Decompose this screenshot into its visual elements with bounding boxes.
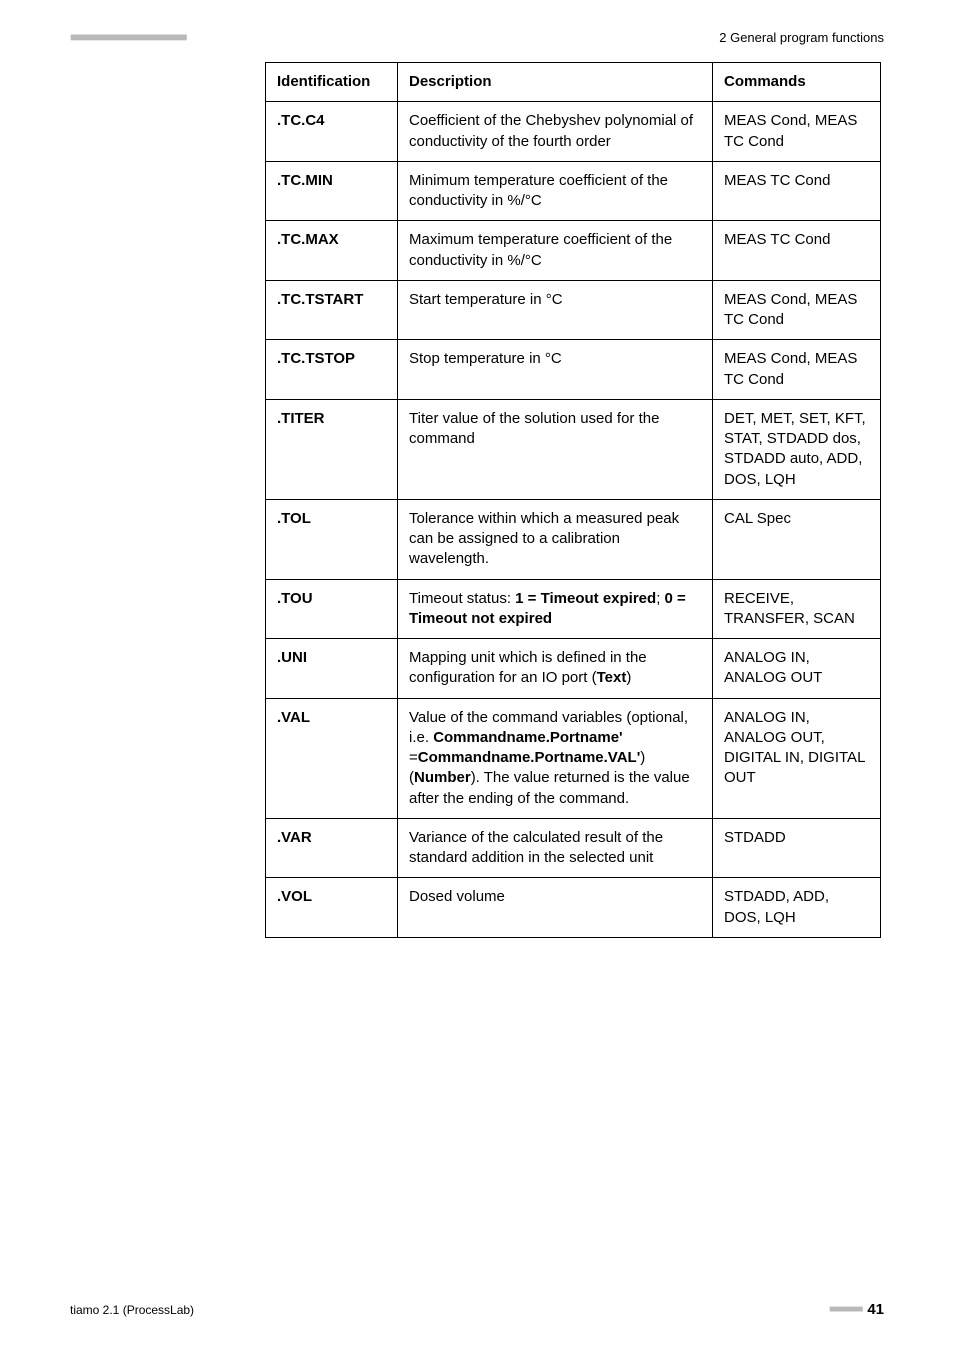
page-number: 41: [867, 1301, 884, 1318]
table-row: .VOLDosed volumeSTDADD, ADD, DOS, LQH: [266, 878, 881, 938]
cell-identification: .TC.TSTART: [266, 280, 398, 340]
table-row: .TC.TSTOPStop temperature in °CMEAS Cond…: [266, 340, 881, 400]
page: ■■■■■■■■■■■■■■■■■■■■■■ 2 General program…: [0, 0, 954, 1350]
cell-description: Timeout status: 1 = Timeout expired; 0 =…: [398, 579, 713, 639]
cell-identification: .VOL: [266, 878, 398, 938]
table-row: .UNIMapping unit which is defined in the…: [266, 639, 881, 699]
table-header-row: Identification Description Commands: [266, 63, 881, 102]
cell-commands: MEAS Cond, MEAS TC Cond: [713, 102, 881, 162]
cell-description: Stop temperature in °C: [398, 340, 713, 400]
table-row: .TC.TSTARTStart temperature in °CMEAS Co…: [266, 280, 881, 340]
cell-commands: STDADD, ADD, DOS, LQH: [713, 878, 881, 938]
table-row: .TC.MAXMaximum temperature coefficient o…: [266, 221, 881, 281]
cell-commands: STDADD: [713, 818, 881, 878]
cell-identification: .TOL: [266, 499, 398, 579]
cell-description: Tolerance within which a measured peak c…: [398, 499, 713, 579]
cell-commands: RECEIVE, TRANSFER, SCAN: [713, 579, 881, 639]
cell-commands: ANALOG IN, ANALOG OUT: [713, 639, 881, 699]
header-section-title: 2 General program functions: [719, 30, 884, 45]
table-row: .TC.MINMinimum temperature coefficient o…: [266, 161, 881, 221]
footer-dots: ■■■■■■■■: [829, 1304, 861, 1315]
table-row: .VARVariance of the calculated result of…: [266, 818, 881, 878]
table-row: .TOUTimeout status: 1 = Timeout expired;…: [266, 579, 881, 639]
cell-description: Mapping unit which is defined in the con…: [398, 639, 713, 699]
footer: tiamo 2.1 (ProcessLab) ■■■■■■■■ 41: [70, 1301, 884, 1318]
col-header-description: Description: [398, 63, 713, 102]
cell-description: Start temperature in °C: [398, 280, 713, 340]
cell-identification: .VAL: [266, 698, 398, 818]
table-wrap: Identification Description Commands .TC.…: [265, 62, 884, 938]
cell-commands: DET, MET, SET, KFT, STAT, STDADD dos, ST…: [713, 399, 881, 499]
cell-identification: .TOU: [266, 579, 398, 639]
footer-right: ■■■■■■■■ 41: [829, 1301, 884, 1318]
cell-commands: ANALOG IN, ANALOG OUT, DIGITAL IN, DIGIT…: [713, 698, 881, 818]
cell-description: Dosed volume: [398, 878, 713, 938]
cell-identification: .UNI: [266, 639, 398, 699]
cell-description: Coefficient of the Chebyshev polynomial …: [398, 102, 713, 162]
table-row: .VALValue of the command variables (opti…: [266, 698, 881, 818]
table-row: .TOLTolerance within which a measured pe…: [266, 499, 881, 579]
col-header-identification: Identification: [266, 63, 398, 102]
cell-commands: MEAS TC Cond: [713, 161, 881, 221]
cell-commands: MEAS Cond, MEAS TC Cond: [713, 280, 881, 340]
table-row: .TC.C4Coefficient of the Chebyshev polyn…: [266, 102, 881, 162]
cell-description: Variance of the calculated result of the…: [398, 818, 713, 878]
cell-identification: .TC.MAX: [266, 221, 398, 281]
col-header-commands: Commands: [713, 63, 881, 102]
header-dots: ■■■■■■■■■■■■■■■■■■■■■■: [70, 30, 185, 44]
cell-identification: .TC.TSTOP: [266, 340, 398, 400]
cell-identification: .VAR: [266, 818, 398, 878]
cell-commands: MEAS TC Cond: [713, 221, 881, 281]
cell-description: Maximum temperature coefficient of the c…: [398, 221, 713, 281]
spec-table: Identification Description Commands .TC.…: [265, 62, 881, 938]
cell-commands: MEAS Cond, MEAS TC Cond: [713, 340, 881, 400]
cell-description: Titer value of the solution used for the…: [398, 399, 713, 499]
cell-description: Minimum temperature coefficient of the c…: [398, 161, 713, 221]
footer-left: tiamo 2.1 (ProcessLab): [70, 1303, 194, 1317]
header-row: ■■■■■■■■■■■■■■■■■■■■■■ 2 General program…: [70, 30, 884, 44]
cell-identification: .TITER: [266, 399, 398, 499]
cell-commands: CAL Spec: [713, 499, 881, 579]
cell-identification: .TC.C4: [266, 102, 398, 162]
table-row: .TITERTiter value of the solution used f…: [266, 399, 881, 499]
cell-identification: .TC.MIN: [266, 161, 398, 221]
cell-description: Value of the command variables (optional…: [398, 698, 713, 818]
